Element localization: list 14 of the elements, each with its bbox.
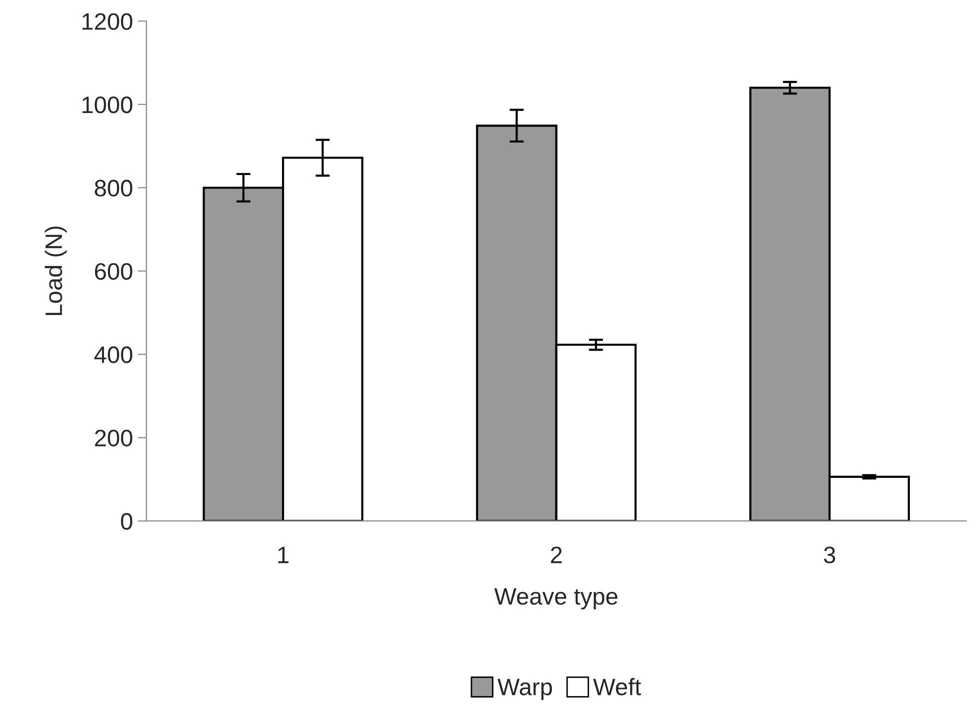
x-tick-label: 3 (824, 546, 836, 564)
x-axis-title: Weave type (494, 588, 618, 610)
y-tick-label: 200 (95, 430, 132, 446)
y-tick-label: 600 (95, 263, 132, 280)
y-axis-title: Load (N) (44, 226, 67, 316)
x-tick-label: 2 (550, 546, 562, 564)
x-tick-label: 1 (278, 546, 288, 564)
y-tick-label: 400 (94, 346, 132, 364)
legend-label: Warp (498, 678, 552, 700)
y-tick-label: 1200 (82, 13, 132, 30)
y-tick-label: 800 (94, 180, 132, 197)
y-tick-label: 1000 (82, 96, 132, 114)
legend-label: Weft (593, 678, 642, 696)
y-tick-label: 0 (121, 513, 132, 530)
